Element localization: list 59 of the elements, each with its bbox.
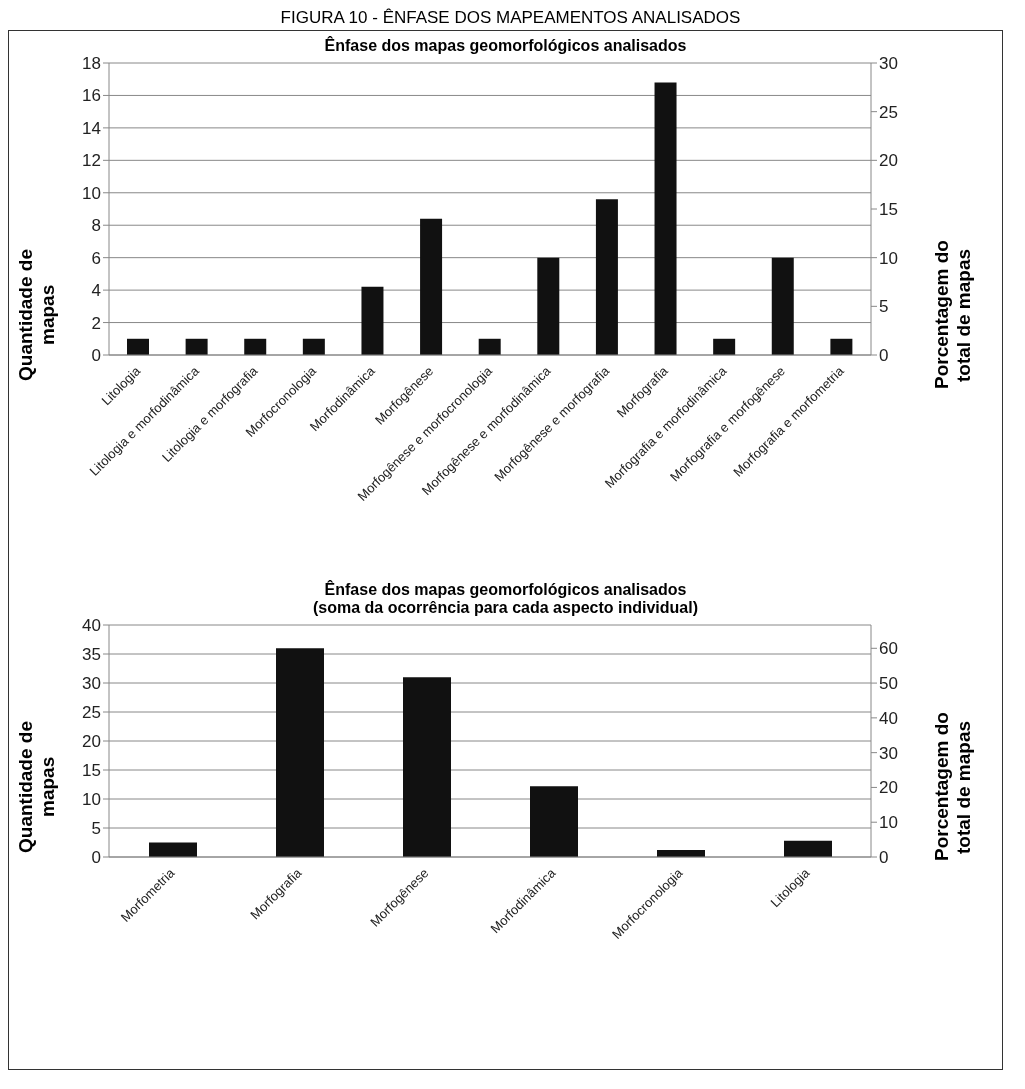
y2-tick-label: 60 [879, 639, 898, 659]
chart-title: Ênfase dos mapas geomorfológicos analisados [323, 581, 688, 599]
y2-tick-label: 20 [879, 151, 898, 171]
bar [403, 677, 451, 857]
bar [595, 199, 618, 355]
y2-axis-title: Porcentagem do total de mapas [931, 712, 975, 862]
bar [537, 257, 560, 355]
y-axis-title: Quantidade de mapas [15, 720, 59, 855]
bar [654, 82, 677, 355]
y-tick-label: 16 [82, 86, 101, 106]
bar [361, 286, 384, 355]
y-tick-label: 6 [91, 248, 101, 268]
y-tick-label: 4 [91, 281, 101, 301]
y2-tick-label: 30 [879, 743, 898, 763]
y2-tick-label: 25 [879, 102, 898, 122]
y2-tick-label: 50 [879, 674, 898, 694]
chart-title: Ênfase dos mapas geomorfológicos analisados [323, 37, 688, 55]
y-tick-label: 15 [82, 761, 101, 781]
bar [713, 338, 736, 355]
y-tick-label: 20 [82, 732, 101, 752]
y-tick-label: 18 [82, 54, 101, 74]
bar [478, 338, 501, 355]
y2-tick-label: 5 [879, 297, 889, 317]
bar [185, 338, 208, 355]
bar [771, 257, 794, 355]
y-tick-label: 2 [91, 313, 101, 333]
bar [420, 218, 443, 355]
y2-tick-label: 10 [879, 813, 898, 833]
bar [276, 648, 324, 857]
y2-tick-label: 40 [879, 708, 898, 728]
y-tick-label: 30 [82, 674, 101, 694]
y-tick-label: 35 [82, 645, 101, 665]
y2-axis-title: Porcentagem do total de mapas [931, 240, 975, 390]
bar [127, 338, 149, 355]
y-tick-label: 25 [82, 703, 101, 723]
chart-subtitle: (soma da ocorrência para cada aspecto individual) [312, 599, 699, 617]
y-tick-label: 14 [82, 118, 101, 138]
y-axis-title: Quantidade de mapas [15, 248, 59, 383]
y2-tick-label: 0 [879, 848, 889, 868]
y2-tick-label: 15 [879, 200, 898, 220]
y-tick-label: 0 [91, 346, 101, 366]
y-tick-label: 0 [91, 848, 101, 868]
bar [784, 840, 832, 857]
text: FIGURA 10 - ÊNFASE DOS MAPEAMENTOS ANALISADOS [279, 8, 742, 29]
bar [302, 338, 325, 355]
y2-tick-label: 0 [879, 346, 889, 366]
y2-tick-label: 20 [879, 778, 898, 798]
bar [830, 338, 853, 355]
bar [149, 842, 197, 857]
bar [244, 338, 267, 355]
y-tick-label: 8 [91, 216, 101, 236]
y-tick-label: 5 [91, 819, 101, 839]
y-tick-label: 10 [82, 183, 101, 203]
y-tick-label: 10 [82, 790, 101, 810]
y-tick-label: 12 [82, 151, 101, 171]
y2-tick-label: 10 [879, 248, 898, 268]
bar [530, 786, 578, 857]
y-tick-label: 40 [82, 616, 101, 636]
y2-tick-label: 30 [879, 54, 898, 74]
